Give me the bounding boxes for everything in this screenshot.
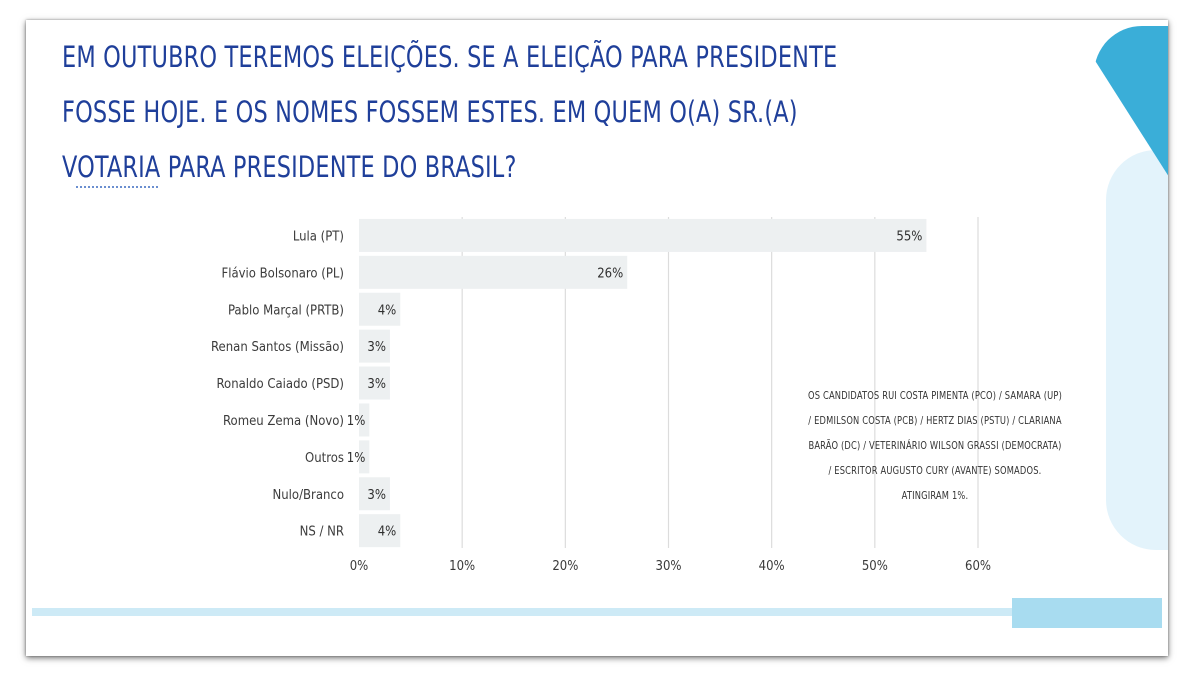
data-label: 3% xyxy=(367,377,386,392)
category-label: Outros xyxy=(305,451,344,466)
x-tick-label: 10% xyxy=(449,559,475,574)
data-label: 1% xyxy=(347,414,366,429)
decorative-bottom-line xyxy=(32,608,1108,616)
x-tick-label: 20% xyxy=(552,559,578,574)
title-underline xyxy=(76,186,158,188)
x-tick-label: 50% xyxy=(862,559,888,574)
data-label: 3% xyxy=(367,488,386,503)
bar xyxy=(359,477,390,511)
candidates-note: OS CANDIDATOS RUI COSTA PIMENTA (PCO) / … xyxy=(807,390,1063,502)
decorative-bottom-block xyxy=(1012,598,1162,628)
category-label: Flávio Bolsonaro (PL) xyxy=(221,266,344,281)
data-label: 4% xyxy=(378,525,397,540)
category-label: Pablo Marçal (PRTB) xyxy=(228,303,344,318)
data-label: 26% xyxy=(597,266,623,281)
category-label: NS / NR xyxy=(300,525,344,540)
bar xyxy=(359,514,401,548)
bar xyxy=(359,329,390,363)
bar xyxy=(359,255,628,289)
category-label: Ronaldo Caiado (PSD) xyxy=(217,377,344,392)
x-tick-label: 0% xyxy=(350,559,369,574)
category-label: Nulo/Branco xyxy=(273,488,345,503)
data-label: 4% xyxy=(378,303,397,318)
x-tick-label: 40% xyxy=(759,559,785,574)
decorative-shape-right xyxy=(1106,150,1168,550)
x-tick-label: 60% xyxy=(965,559,991,574)
data-label: 1% xyxy=(347,451,366,466)
category-label: Romeu Zema (Novo) xyxy=(223,414,344,429)
bar xyxy=(359,292,401,326)
category-label: Lula (PT) xyxy=(293,229,344,244)
chart-title: EM OUTUBRO TEREMOS ELEIÇÕES. SE A ELEIÇÃ… xyxy=(62,40,838,184)
bar xyxy=(359,403,370,437)
data-label: 55% xyxy=(896,229,922,244)
bar xyxy=(359,366,390,400)
data-label: 3% xyxy=(367,340,386,355)
x-tick-label: 30% xyxy=(656,559,682,574)
bar xyxy=(359,218,927,252)
category-label: Renan Santos (Missão) xyxy=(211,340,344,355)
bar xyxy=(359,440,370,474)
